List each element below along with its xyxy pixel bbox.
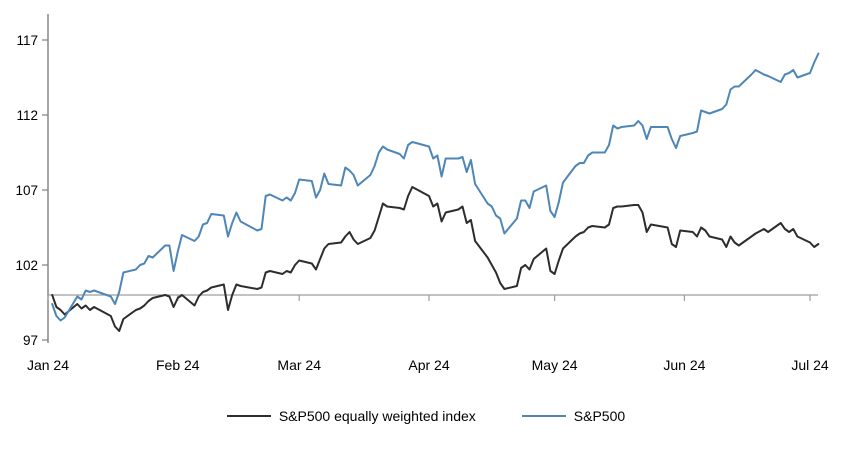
legend-item-equal-weight: S&P500 equally weighted index [226, 408, 476, 424]
x-tick-label: Jan 24 [27, 357, 69, 373]
y-tick-label: 102 [15, 258, 38, 273]
x-tick-label: May 24 [532, 357, 578, 373]
legend-line-swatch-sp500 [521, 415, 566, 417]
y-tick-label: 112 [16, 108, 38, 123]
x-tick-label: Apr 24 [408, 357, 449, 373]
y-tick-label: 107 [15, 183, 38, 198]
x-tick-label: Feb 24 [156, 357, 200, 373]
legend-label-equal-weight: S&P500 equally weighted index [278, 408, 476, 424]
legend-line-swatch-equal-weight [226, 415, 271, 417]
legend-item-sp500: S&P500 [521, 408, 626, 424]
x-tick-label: Jul 24 [791, 357, 829, 373]
chart-legend: S&P500 equally weighted index S&P500 [0, 408, 852, 424]
x-tick-label: Mar 24 [277, 357, 321, 373]
x-tick-label: Jun 24 [663, 357, 705, 373]
y-tick-label: 97 [23, 333, 38, 348]
series-line-sp500 [51, 52, 820, 322]
y-tick-label: 117 [16, 33, 38, 48]
series-line-equal-weight [51, 186, 820, 332]
legend-label-sp500: S&P500 [573, 408, 626, 424]
